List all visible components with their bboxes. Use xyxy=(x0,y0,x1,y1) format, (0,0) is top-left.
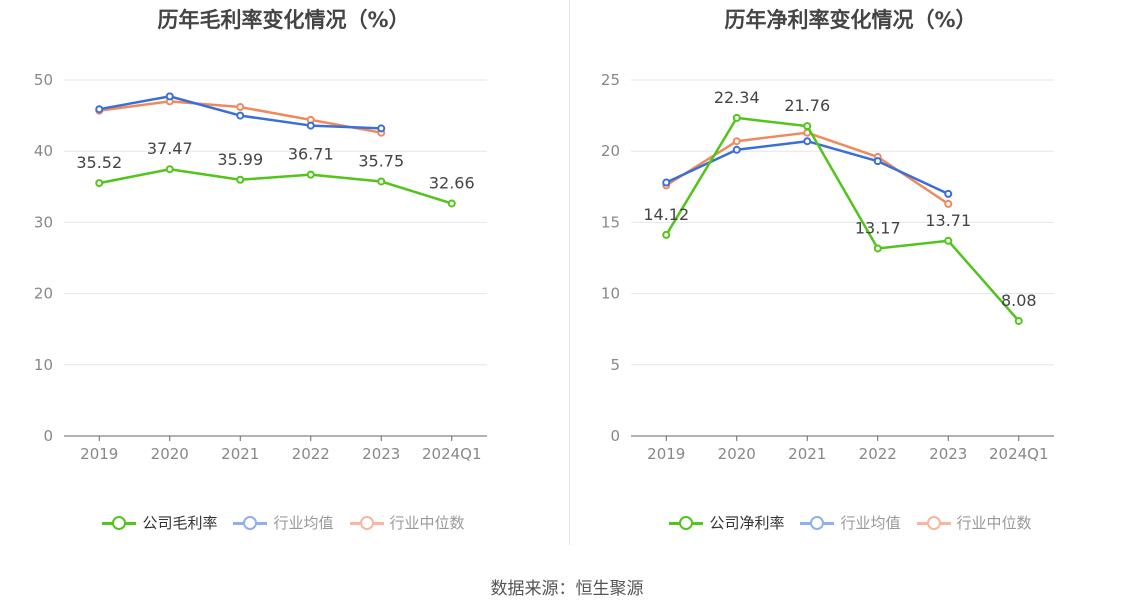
data-label: 36.71 xyxy=(288,145,334,164)
legend-item[interactable]: 行业中位数 xyxy=(349,512,465,533)
data-label: 21.76 xyxy=(784,96,830,115)
y-tick-label: 10 xyxy=(601,285,620,303)
chart-legend: 公司毛利率 行业均值 行业中位数 xyxy=(0,512,567,533)
x-tick-label: 2024Q1 xyxy=(422,445,482,463)
legend-item[interactable]: 公司净利率 xyxy=(669,512,784,533)
y-tick-label: 10 xyxy=(34,356,53,374)
legend-label: 公司毛利率 xyxy=(142,514,218,532)
x-tick-label: 2021 xyxy=(788,445,826,463)
data-point xyxy=(873,157,882,166)
series-line xyxy=(665,116,1020,322)
legend-label: 行业中位数 xyxy=(389,514,465,532)
chart-title: 历年净利率变化情况（%） xyxy=(724,8,977,32)
y-tick-label: 5 xyxy=(610,356,620,374)
legend-item[interactable]: 公司毛利率 xyxy=(102,512,217,533)
legend-marker-icon xyxy=(916,515,951,531)
y-tick-label: 20 xyxy=(601,142,620,160)
legend-marker-icon xyxy=(233,515,268,531)
data-source: 数据来源：恒生聚源 xyxy=(490,579,644,599)
data-point xyxy=(1014,316,1023,325)
series-line xyxy=(99,167,453,205)
data-point xyxy=(662,230,671,239)
data-point xyxy=(306,170,315,179)
data-point xyxy=(803,122,812,131)
y-tick-label: 40 xyxy=(34,142,53,160)
x-tick-label: 2022 xyxy=(292,445,330,463)
gross-margin-chart: 历年毛利率变化情况（%） 0 10 20 30 40 50 2019 2020 2021 2022… xyxy=(0,0,567,560)
data-point xyxy=(447,199,456,208)
panel-divider xyxy=(569,0,570,545)
chart-legend: 公司净利率 行业均值 行业中位数 xyxy=(567,512,1134,533)
y-tick-label: 50 xyxy=(34,71,53,89)
data-label: 13.17 xyxy=(855,218,901,237)
x-tick-label: 2019 xyxy=(647,445,685,463)
y-tick-label: 25 xyxy=(601,71,620,89)
legend-label: 公司净利率 xyxy=(709,514,785,532)
data-point xyxy=(662,178,671,187)
chart-title: 历年毛利率变化情况（%） xyxy=(157,8,410,32)
y-tick-label: 0 xyxy=(43,427,53,445)
x-tick-label: 2024Q1 xyxy=(989,445,1049,463)
data-label: 35.75 xyxy=(358,151,404,170)
data-point xyxy=(732,137,741,146)
y-tick-label: 0 xyxy=(610,427,620,445)
data-point xyxy=(803,137,812,146)
legend-item[interactable]: 行业中位数 xyxy=(916,512,1032,533)
data-label: 35.52 xyxy=(76,153,122,172)
legend-item[interactable]: 行业均值 xyxy=(800,512,901,533)
gross-margin-plot: 0 10 20 30 40 50 2019 2020 2021 2022 2023 2024Q1 35.… xyxy=(34,71,487,463)
data-point xyxy=(944,189,953,198)
data-label: 32.66 xyxy=(429,173,475,192)
data-point xyxy=(732,113,741,122)
data-point xyxy=(732,145,741,154)
legend-marker-icon xyxy=(800,515,835,531)
data-point xyxy=(95,179,104,188)
legend-label: 行业中位数 xyxy=(956,514,1032,532)
legend-marker-icon xyxy=(349,515,384,531)
data-point xyxy=(306,121,315,130)
data-point xyxy=(95,105,104,114)
x-tick-label: 2023 xyxy=(362,445,400,463)
data-point xyxy=(944,236,953,245)
x-tick-label: 2020 xyxy=(151,445,189,463)
data-label: 35.99 xyxy=(217,150,263,169)
net-margin-plot: 0 5 10 15 20 25 2019 2020 2021 2022 2023 2024Q1 14.1… xyxy=(601,71,1054,463)
x-tick-label: 2019 xyxy=(80,445,118,463)
y-tick-label: 20 xyxy=(34,285,53,303)
x-tick-label: 2022 xyxy=(859,445,897,463)
data-point xyxy=(236,103,245,112)
data-label: 8.08 xyxy=(1001,291,1037,310)
data-label: 14.12 xyxy=(643,205,689,224)
data-label: 13.71 xyxy=(925,211,971,230)
data-label: 37.47 xyxy=(147,139,193,158)
data-point xyxy=(377,124,386,133)
x-tick-label: 2021 xyxy=(221,445,259,463)
x-tick-label: 2020 xyxy=(718,445,756,463)
data-point xyxy=(165,165,174,174)
y-tick-label: 15 xyxy=(601,213,620,231)
series-line xyxy=(665,139,949,196)
legend-marker-icon xyxy=(102,515,137,531)
legend-marker-icon xyxy=(669,515,704,531)
x-tick-label: 2023 xyxy=(929,445,967,463)
legend-label: 行业均值 xyxy=(840,514,901,532)
data-point xyxy=(236,175,245,184)
legend-item[interactable]: 行业均值 xyxy=(233,512,334,533)
legend-label: 行业均值 xyxy=(273,514,334,532)
data-point xyxy=(165,92,174,101)
data-point xyxy=(944,199,953,208)
data-point xyxy=(236,111,245,120)
data-point xyxy=(377,177,386,186)
net-margin-chart: 历年净利率变化情况（%） 0 5 10 15 20 25 2019 2020 2021 2022 2… xyxy=(567,0,1134,560)
data-label: 22.34 xyxy=(714,88,760,107)
data-point xyxy=(873,244,882,253)
y-tick-label: 30 xyxy=(34,213,53,231)
